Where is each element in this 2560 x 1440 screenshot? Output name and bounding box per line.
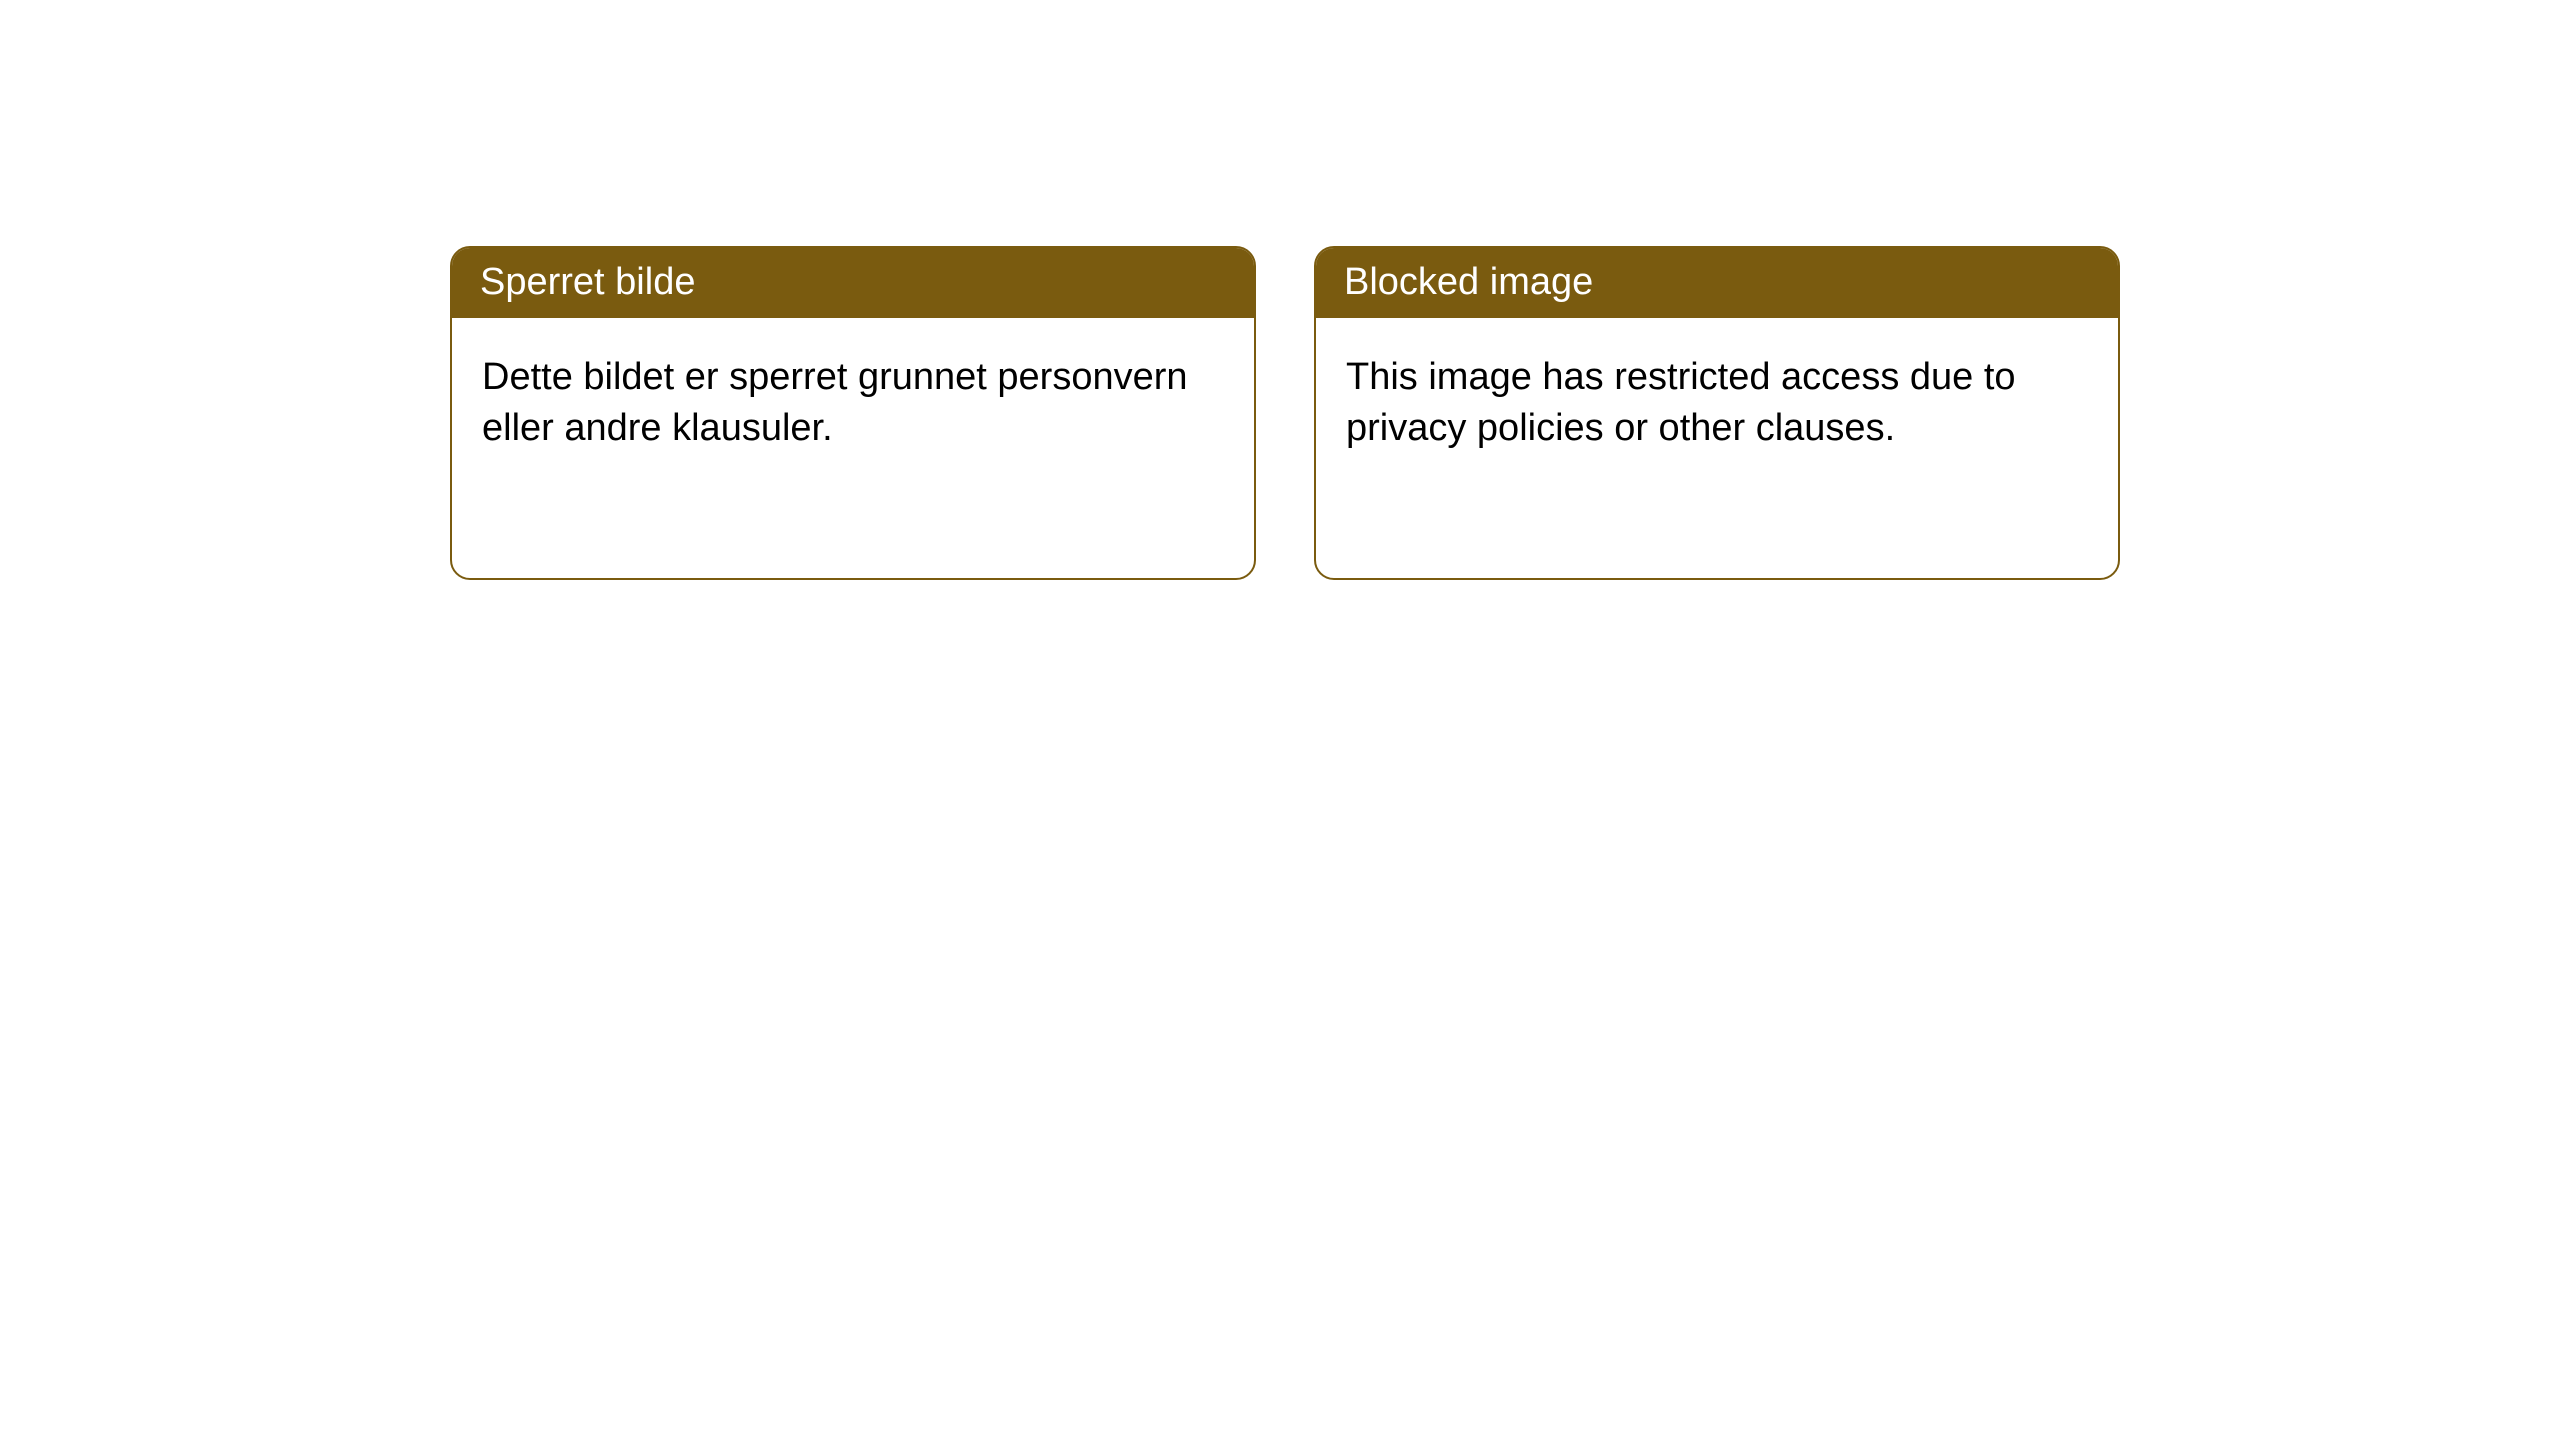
notice-header: Sperret bilde <box>452 248 1254 318</box>
notice-card-english: Blocked image This image has restricted … <box>1314 246 2120 580</box>
notice-container: Sperret bilde Dette bildet er sperret gr… <box>450 246 2120 580</box>
notice-body: This image has restricted access due to … <box>1316 318 2118 489</box>
notice-header: Blocked image <box>1316 248 2118 318</box>
notice-body: Dette bildet er sperret grunnet personve… <box>452 318 1254 489</box>
notice-card-norwegian: Sperret bilde Dette bildet er sperret gr… <box>450 246 1256 580</box>
